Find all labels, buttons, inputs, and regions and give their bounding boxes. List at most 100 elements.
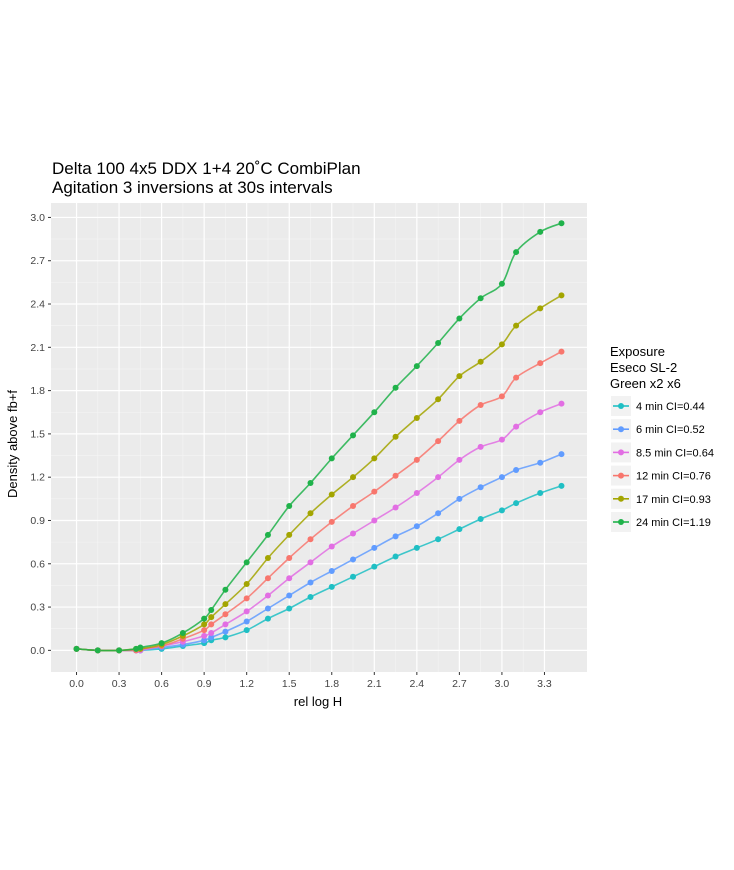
point-series-1 (477, 484, 484, 491)
legend-items: 4 min CI=0.44 6 min CI=0.52 8.5 min CI=0.6… (611, 396, 714, 532)
point-series-5 (179, 630, 186, 637)
point-series-5 (286, 503, 293, 510)
point-series-3 (456, 417, 463, 424)
point-series-1 (350, 556, 357, 563)
y-tick-label: 2.4 (30, 299, 45, 311)
x-tick-label: 3.0 (495, 678, 510, 690)
point-series-0 (243, 627, 250, 634)
point-series-5 (558, 220, 565, 227)
x-tick-label: 1.8 (324, 678, 339, 690)
point-series-3 (477, 402, 484, 409)
point-series-4 (392, 433, 399, 440)
point-series-5 (537, 228, 544, 235)
y-tick-label: 1.8 (30, 385, 45, 397)
point-series-0 (222, 634, 229, 641)
point-series-3 (413, 456, 420, 463)
point-series-0 (371, 563, 378, 570)
point-series-1 (413, 523, 420, 530)
point-series-2 (392, 504, 399, 511)
point-series-5 (137, 644, 144, 651)
point-series-1 (222, 628, 229, 635)
x-tick-label: 2.7 (452, 678, 467, 690)
point-series-3 (286, 554, 293, 561)
legend-key-point (618, 519, 624, 525)
point-series-4 (558, 292, 565, 299)
point-series-3 (513, 374, 520, 381)
point-series-2 (558, 400, 565, 407)
y-axis-title: Density above fb+f (5, 390, 20, 498)
point-series-2 (264, 592, 271, 599)
point-series-5 (328, 455, 335, 462)
point-series-2 (456, 456, 463, 463)
point-series-5 (73, 645, 80, 652)
point-series-3 (328, 518, 335, 525)
point-series-0 (350, 573, 357, 580)
data-points (73, 220, 565, 654)
point-series-1 (558, 451, 565, 458)
point-series-5 (201, 615, 208, 622)
point-series-4 (513, 322, 520, 329)
x-tick-label: 0.6 (154, 678, 169, 690)
point-series-4 (201, 621, 208, 628)
point-series-1 (435, 510, 442, 517)
legend-title-line-1: Exposure (610, 344, 665, 359)
point-series-3 (350, 503, 357, 510)
y-tick-label: 0.6 (30, 558, 45, 570)
point-series-5 (222, 586, 229, 593)
point-series-4 (456, 373, 463, 380)
x-axis-title: rel log H (294, 694, 342, 709)
point-series-1 (392, 533, 399, 540)
point-series-1 (208, 634, 215, 641)
point-series-4 (307, 510, 314, 517)
point-series-0 (307, 593, 314, 600)
x-tick-label: 1.2 (239, 678, 254, 690)
point-series-4 (498, 341, 505, 348)
x-axis-ticks: 0.0 0.3 0.6 0.9 1.2 1.5 1.8 2.1 2.4 2.7 3.0 3.3 (69, 672, 552, 690)
point-series-0 (264, 615, 271, 622)
chart-subtitle: Agitation 3 inversions at 30s intervals (52, 178, 333, 197)
y-axis-ticks: 0.0 0.3 0.6 0.9 1.2 1.5 1.8 2.1 2.4 2.7 3.0 (30, 212, 51, 657)
point-series-2 (222, 621, 229, 628)
legend-label: 12 min CI=0.76 (636, 471, 711, 483)
point-series-3 (264, 575, 271, 582)
legend-label: 8.5 min CI=0.64 (636, 447, 714, 459)
point-series-0 (435, 536, 442, 543)
y-tick-label: 0.3 (30, 602, 45, 614)
x-tick-label: 0.3 (112, 678, 127, 690)
point-series-5 (264, 531, 271, 538)
point-series-2 (498, 436, 505, 443)
y-tick-label: 0.9 (30, 515, 45, 527)
legend-label: 24 min CI=1.19 (636, 517, 711, 529)
point-series-5 (435, 339, 442, 346)
point-series-4 (243, 580, 250, 587)
point-series-4 (477, 358, 484, 365)
legend-label: 17 min CI=0.93 (636, 494, 711, 506)
point-series-3 (392, 472, 399, 479)
x-tick-label: 1.5 (282, 678, 297, 690)
legend-key-point (618, 449, 624, 456)
point-series-3 (537, 360, 544, 367)
x-tick-label: 2.1 (367, 678, 382, 690)
point-series-3 (435, 438, 442, 445)
point-series-4 (222, 601, 229, 608)
y-tick-label: 2.1 (30, 342, 45, 354)
point-series-2 (350, 530, 357, 537)
point-series-1 (328, 567, 335, 574)
point-series-3 (307, 536, 314, 543)
point-series-3 (222, 611, 229, 618)
y-tick-label: 3.0 (30, 212, 45, 224)
point-series-5 (371, 409, 378, 416)
point-series-0 (456, 526, 463, 533)
point-series-2 (208, 630, 215, 637)
legend-key-point (618, 426, 624, 433)
y-tick-label: 2.7 (30, 255, 45, 267)
point-series-2 (435, 474, 442, 481)
point-series-0 (328, 583, 335, 590)
point-series-2 (307, 559, 314, 566)
point-series-3 (201, 627, 208, 634)
point-series-5 (456, 315, 463, 322)
point-series-5 (158, 640, 165, 647)
point-series-1 (498, 474, 505, 481)
point-series-2 (537, 409, 544, 416)
point-series-2 (286, 575, 293, 582)
